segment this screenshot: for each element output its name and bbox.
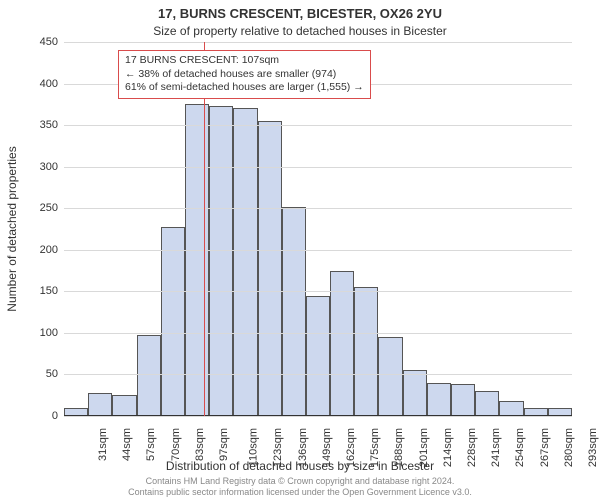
y-tick-label: 450 <box>22 36 58 48</box>
histogram-bar <box>475 391 499 416</box>
x-tick-label: 110sqm <box>248 428 260 466</box>
footer-text: Contains HM Land Registry data © Crown c… <box>0 476 600 498</box>
histogram-bar <box>403 370 427 416</box>
histogram-bar <box>112 395 136 416</box>
chart-title-sub: Size of property relative to detached ho… <box>0 24 600 38</box>
x-tick-label: 293sqm <box>587 428 599 467</box>
y-gridline <box>64 208 572 209</box>
x-tick-label: 57sqm <box>146 428 158 461</box>
x-tick-label: 44sqm <box>121 428 133 461</box>
x-tick-label: 136sqm <box>297 428 309 467</box>
y-tick-label: 50 <box>22 368 58 380</box>
x-tick-label: 31sqm <box>97 428 109 461</box>
y-tick-label: 150 <box>22 285 58 297</box>
histogram-bar <box>258 121 282 416</box>
histogram-bar <box>499 401 523 416</box>
x-tick-label: 188sqm <box>394 428 406 467</box>
y-tick-label: 250 <box>22 202 58 214</box>
x-tick-label: 83sqm <box>194 428 206 461</box>
x-tick-label: 254sqm <box>514 428 526 467</box>
annotation-line1: 17 BURNS CRESCENT: 107sqm <box>125 54 364 68</box>
y-tick-label: 350 <box>22 119 58 131</box>
histogram-bar <box>354 287 378 416</box>
annotation-line2: ← 38% of detached houses are smaller (97… <box>125 68 364 82</box>
y-tick-label: 400 <box>22 78 58 90</box>
y-gridline <box>64 250 572 251</box>
y-gridline <box>64 125 572 126</box>
x-tick-label: 214sqm <box>442 428 454 467</box>
y-gridline <box>64 42 572 43</box>
histogram-bar <box>427 383 451 416</box>
histogram-bar <box>282 207 306 416</box>
x-tick-label: 149sqm <box>321 428 333 467</box>
annotation-line3: 61% of semi-detached houses are larger (… <box>125 81 364 95</box>
x-tick-label: 70sqm <box>170 428 182 461</box>
histogram-bar <box>451 384 475 416</box>
y-gridline <box>64 416 572 417</box>
x-tick-label: 123sqm <box>273 428 285 467</box>
histogram-bar <box>306 296 330 417</box>
y-gridline <box>64 167 572 168</box>
y-gridline <box>64 291 572 292</box>
histogram-bar <box>378 337 402 416</box>
y-axis-title: Number of detached properties <box>5 146 19 311</box>
y-tick-label: 0 <box>22 410 58 422</box>
x-tick-label: 162sqm <box>345 428 357 467</box>
annotation-box: 17 BURNS CRESCENT: 107sqm ← 38% of detac… <box>118 50 371 99</box>
histogram-bar <box>233 108 257 416</box>
y-gridline <box>64 333 572 334</box>
footer-line1: Contains HM Land Registry data © Crown c… <box>146 476 455 486</box>
histogram-bar <box>185 104 209 416</box>
x-tick-label: 97sqm <box>218 428 230 461</box>
x-tick-label: 228sqm <box>466 428 478 467</box>
x-tick-label: 201sqm <box>418 428 430 467</box>
x-tick-label: 267sqm <box>539 428 551 467</box>
chart-container: 17, BURNS CRESCENT, BICESTER, OX26 2YU S… <box>0 0 600 500</box>
footer-line2: Contains public sector information licen… <box>128 487 472 497</box>
histogram-bar <box>209 106 233 416</box>
histogram-bar <box>330 271 354 416</box>
x-tick-label: 241sqm <box>490 428 502 467</box>
y-gridline <box>64 374 572 375</box>
chart-title-main: 17, BURNS CRESCENT, BICESTER, OX26 2YU <box>0 6 600 21</box>
x-tick-label: 175sqm <box>369 428 381 467</box>
histogram-bar <box>88 393 112 416</box>
y-tick-label: 200 <box>22 244 58 256</box>
histogram-bar <box>161 227 185 416</box>
y-tick-label: 100 <box>22 327 58 339</box>
x-tick-label: 280sqm <box>563 428 575 467</box>
y-tick-label: 300 <box>22 161 58 173</box>
